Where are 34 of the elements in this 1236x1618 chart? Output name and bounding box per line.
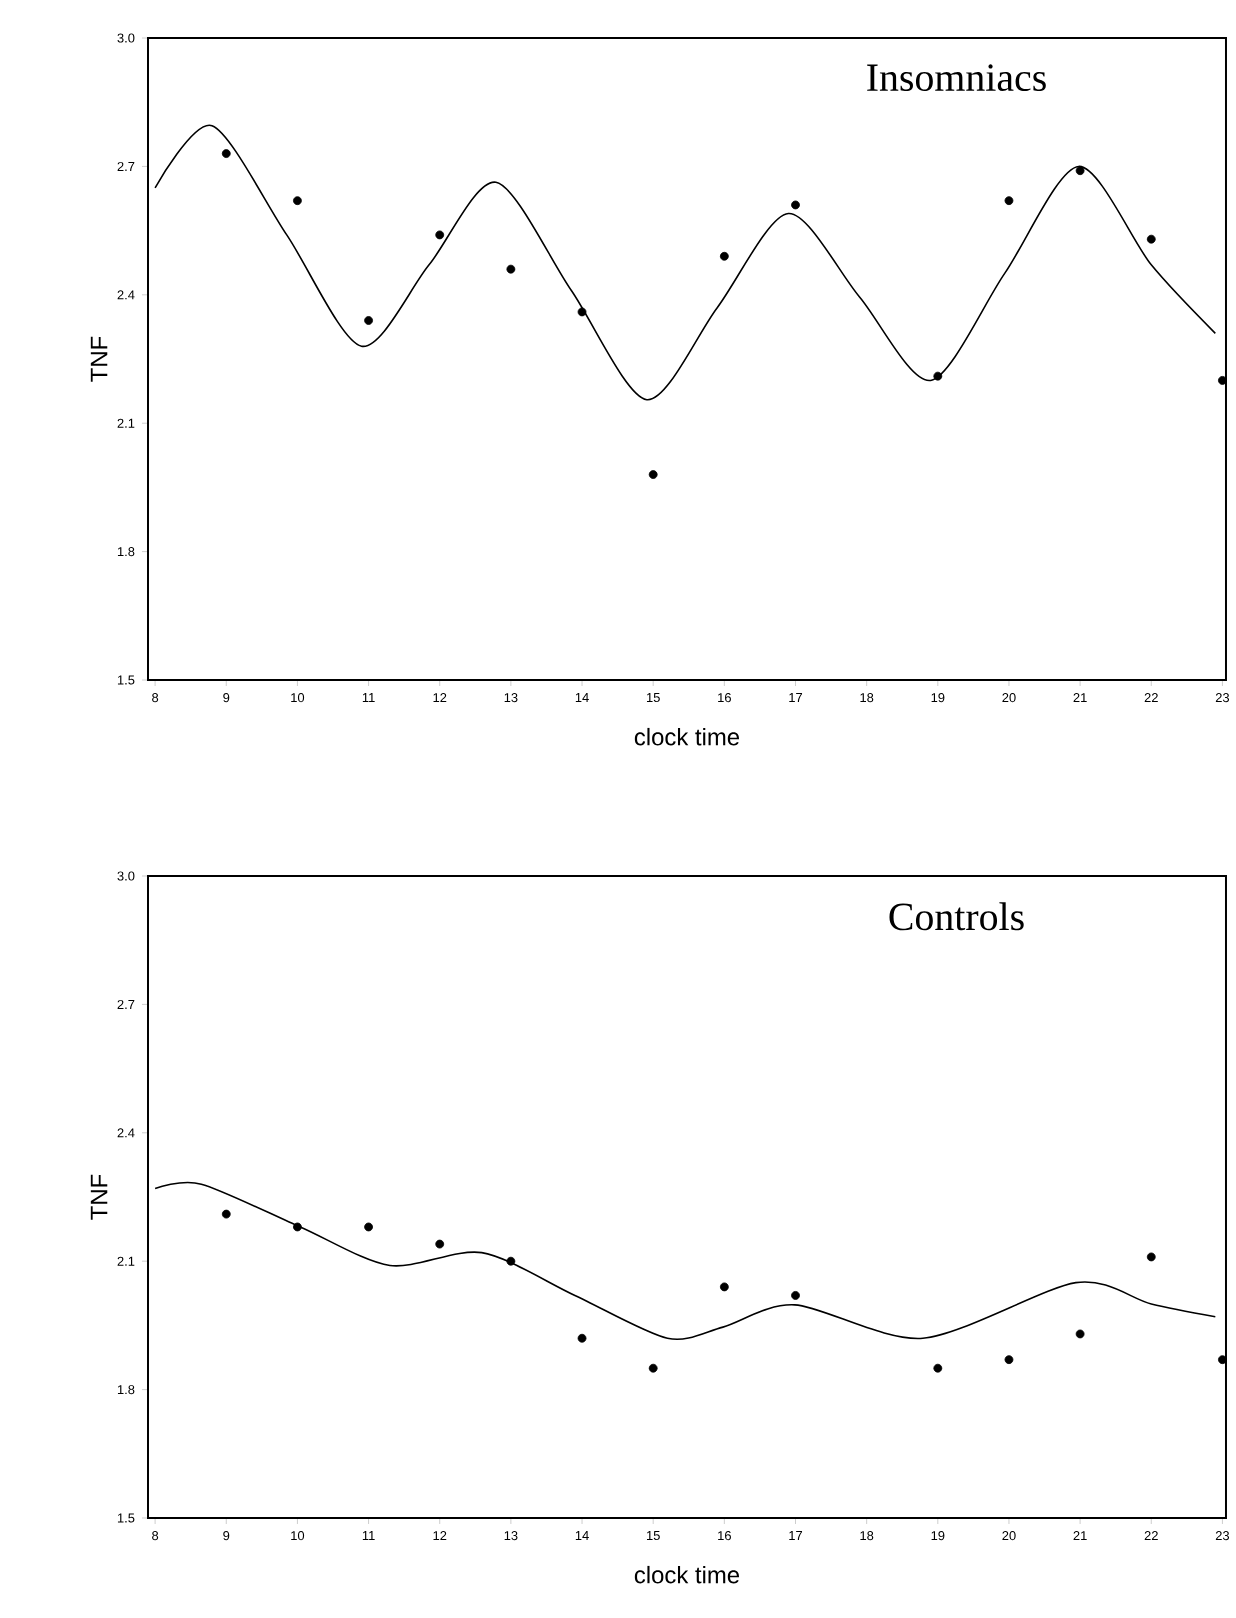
point	[933, 371, 943, 381]
y-axis-title: TNF	[90, 1174, 108, 1220]
point	[790, 1291, 800, 1300]
point	[790, 200, 800, 210]
point	[577, 307, 587, 317]
point	[435, 1239, 445, 1249]
point	[292, 196, 302, 206]
point	[719, 1282, 729, 1292]
point	[221, 1209, 231, 1219]
point	[648, 470, 658, 479]
x-axis-title: clock time	[634, 727, 739, 746]
point	[1004, 196, 1014, 206]
point	[577, 1333, 587, 1343]
point	[1004, 1355, 1014, 1365]
point	[292, 1222, 302, 1232]
point	[435, 230, 445, 240]
point	[1075, 1329, 1085, 1339]
x-axis-title: clock time	[634, 1565, 739, 1584]
point	[1075, 166, 1085, 176]
point	[364, 316, 373, 325]
point	[1146, 1252, 1156, 1262]
point	[221, 149, 231, 158]
chart-title: Insomniacs	[867, 64, 1046, 92]
line-series	[154, 124, 1216, 401]
point	[364, 1222, 373, 1232]
line-series	[154, 1181, 1216, 1340]
point	[506, 1256, 516, 1266]
point	[933, 1363, 943, 1373]
point	[506, 264, 516, 274]
y-axis-title: TNF	[90, 336, 108, 382]
text: Controls	[889, 902, 1024, 931]
point	[1146, 234, 1156, 244]
point	[719, 251, 729, 261]
point	[648, 1363, 658, 1373]
